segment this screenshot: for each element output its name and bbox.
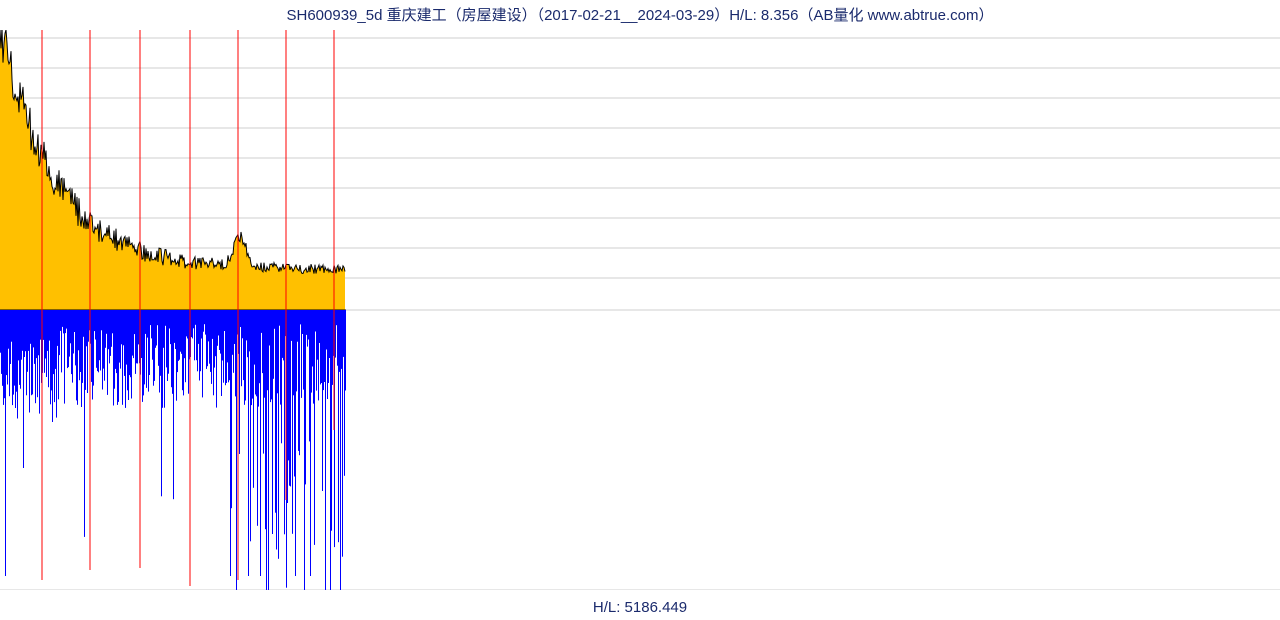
chart-area [0,30,1280,590]
bottom-volume-label: H/L: 5186.449 [0,599,1280,616]
chart-svg [0,30,1280,590]
chart-title: SH600939_5d 重庆建工（房屋建设）（2017-02-21__2024-… [0,4,1280,25]
